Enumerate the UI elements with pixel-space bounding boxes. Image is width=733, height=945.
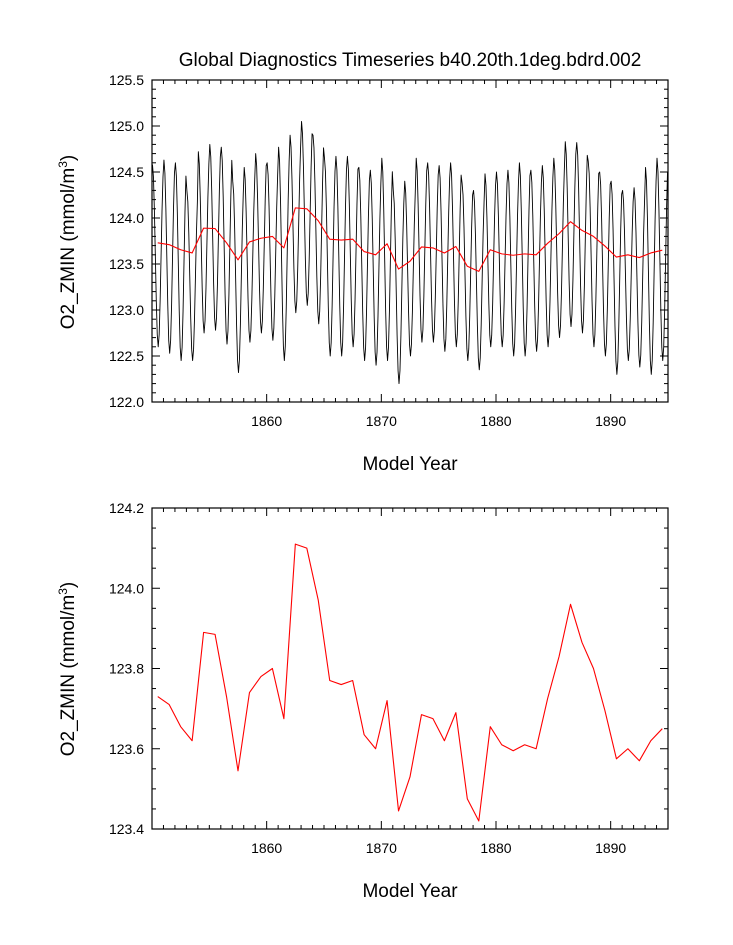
top-chart-series-monthly-line: [152, 120, 668, 385]
top-chart-y-tick-label: 125.5: [109, 72, 144, 88]
bottom-chart-y-tick-label: 124.2: [109, 500, 144, 516]
top-chart-y-axis-label-main: O2_ZMIN (mmol/m: [58, 168, 79, 330]
top-chart-y-tick-label: 123.5: [109, 256, 144, 272]
bottom-chart-x-tick-label: 1860: [251, 840, 282, 856]
bottom-chart-x-tick-label: 1890: [595, 840, 626, 856]
top-chart-y-tick-label: 122.0: [109, 394, 144, 410]
top-chart-y-tick-label: 124.5: [109, 164, 144, 180]
top-chart-title: Global Diagnostics Timeseries b40.20th.1…: [179, 50, 642, 71]
top-chart-y-tick-label: 125.0: [109, 118, 144, 134]
bottom-chart-y-axis-label: O2_ZMIN (mmol/m3): [56, 582, 79, 757]
bottom-chart-y-tick-label: 123.6: [109, 741, 144, 757]
top-chart-y-axis-label: O2_ZMIN (mmol/m3): [56, 155, 79, 330]
bottom-chart-y-axis-label-main: O2_ZMIN (mmol/m: [58, 595, 79, 757]
bottom-chart-series-annual-mean-line: [157, 543, 663, 822]
bottom-chart-y-axis-label-close: ): [58, 582, 79, 588]
top-chart-x-tick-label: 1890: [595, 413, 626, 429]
top-chart: Global Diagnostics Timeseries b40.20th.1…: [56, 50, 669, 475]
bottom-chart-y-tick-label: 124.0: [109, 580, 144, 596]
top-chart-y-axis-label-close: ): [58, 155, 79, 161]
top-chart-y-tick-label: 122.5: [109, 348, 144, 364]
top-chart-x-axis-label: Model Year: [362, 454, 458, 475]
bottom-chart-y-axis-label-superscript: 3: [56, 588, 70, 595]
top-chart-x-tick-label: 1860: [251, 413, 282, 429]
bottom-chart-x-tick-label: 1870: [366, 840, 397, 856]
bottom-chart-plot-frame: [151, 507, 669, 830]
top-chart-y-axis-label-superscript: 3: [56, 161, 70, 168]
bottom-chart-x-axis-label: Model Year: [362, 881, 458, 902]
bottom-chart-data-layer: [157, 543, 663, 822]
top-chart-axes: [151, 79, 669, 403]
top-chart-y-tick-label: 124.0: [109, 210, 144, 226]
bottom-chart-axes: [151, 507, 669, 830]
bottom-chart-y-tick-label: 123.4: [109, 821, 144, 837]
top-chart-plot-frame: [151, 79, 669, 403]
top-chart-data-layer: [152, 120, 668, 385]
bottom-chart-x-tick-label: 1880: [480, 840, 511, 856]
bottom-chart-tick-labels: 1860 1870 1880 1890 123.4 123.6 123.8 124.0 124.…: [109, 500, 626, 856]
top-chart-x-tick-label: 1880: [480, 413, 511, 429]
bottom-chart: 1860 1870 1880 1890 123.4 123.6 123.8 124.0 124.…: [56, 500, 669, 902]
top-chart-series-annual-mean-line: [157, 207, 663, 272]
top-chart-tick-labels: 1860 1870 1880 1890 122.0 122.5 123.0 123.5 124.…: [109, 72, 626, 429]
top-chart-x-tick-label: 1870: [366, 413, 397, 429]
bottom-chart-y-tick-label: 123.8: [109, 661, 144, 677]
top-chart-y-tick-label: 123.0: [109, 302, 144, 318]
